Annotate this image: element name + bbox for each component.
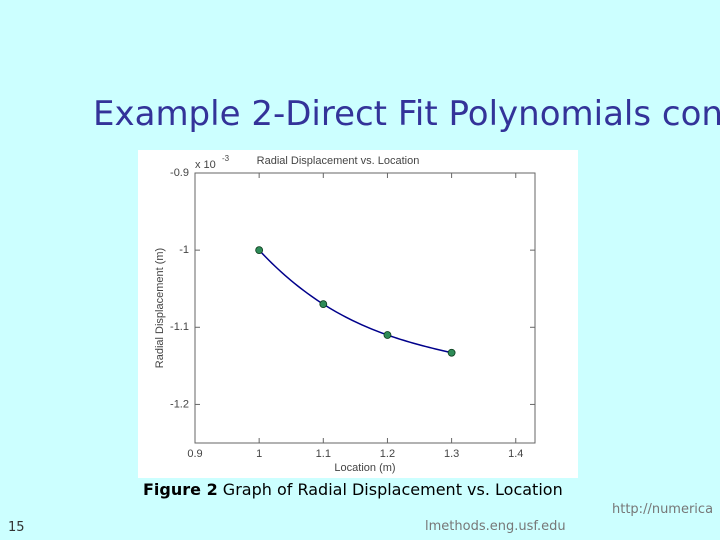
x-axis-label: Location (m) — [334, 462, 395, 474]
slide-title: Example 2-Direct Fit Polynomials cont. — [93, 94, 720, 134]
y-multiplier-exponent: -3 — [222, 154, 230, 163]
x-tick-label: 1.1 — [316, 448, 331, 460]
y-multiplier: x 10 — [195, 159, 216, 171]
data-point — [383, 331, 392, 339]
y-tick-label: -1.2 — [170, 398, 189, 410]
caption-text: Graph of Radial Displacement vs. Locatio… — [222, 480, 563, 499]
caption-bold: Figure 2 — [143, 480, 218, 499]
x-tick-label: 1 — [256, 448, 262, 460]
x-tick-label: 0.9 — [187, 448, 202, 460]
figure-caption: Figure 2 Graph of Radial Displacement vs… — [143, 480, 563, 499]
data-point — [447, 348, 456, 357]
x-tick-label: 1.4 — [508, 448, 523, 460]
data-point — [255, 246, 264, 255]
url: lmethods.eng.usf.edu — [425, 519, 566, 534]
chart: Radial Displacement vs. Location x 10 -3… — [138, 150, 578, 478]
y-axis-label: Radial Displacement (m) — [154, 248, 166, 368]
data-point — [319, 300, 328, 309]
url: http://numerica — [612, 502, 714, 517]
page-number: 15 — [8, 520, 25, 535]
x-tick-label: 1.2 — [380, 448, 395, 460]
x-tick-label: 1.3 — [444, 448, 459, 460]
chart-background — [138, 150, 578, 478]
fit-curve — [258, 249, 452, 354]
chart-title: Radial Displacement vs. Location — [257, 155, 420, 167]
plot-frame — [194, 172, 536, 444]
y-tick-label: -0.9 — [170, 167, 189, 179]
y-tick-label: -1 — [179, 244, 189, 256]
y-tick-label: -1.1 — [170, 321, 189, 333]
